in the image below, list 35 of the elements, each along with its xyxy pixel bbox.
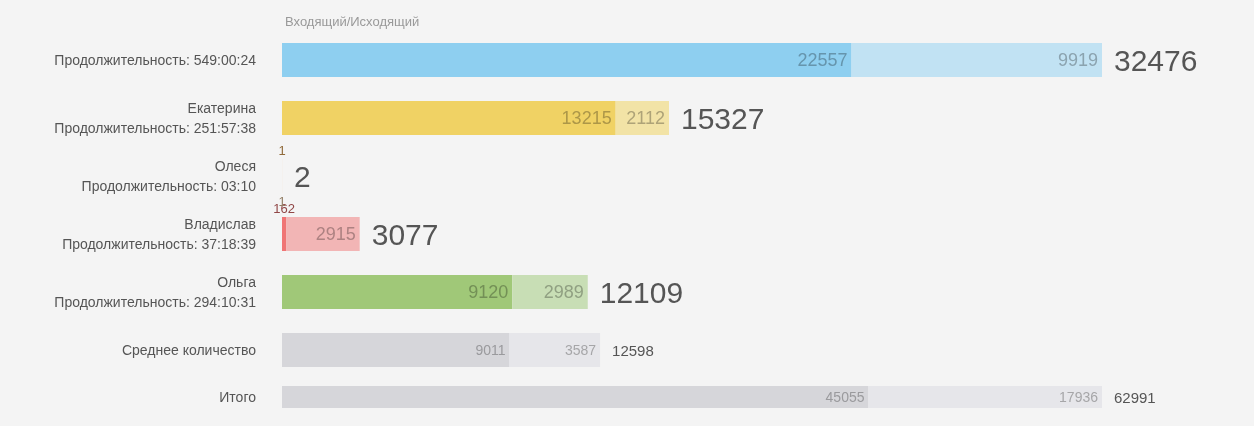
- data-label: 2112: [626, 108, 665, 128]
- total-label: 2: [294, 159, 311, 193]
- bar: [282, 333, 510, 367]
- total-label: 12598: [612, 341, 654, 359]
- total-label: 15327: [681, 101, 765, 135]
- bar: [282, 43, 852, 77]
- data-label: 22557: [797, 50, 848, 70]
- bar: [282, 101, 616, 135]
- data-label: 9120: [468, 282, 509, 302]
- y-tick-label: Владислав Продолжительность: 37:18:39: [62, 216, 257, 252]
- data-label: 2989: [543, 282, 584, 302]
- total-label: 3077: [371, 217, 439, 251]
- data-label: 13215: [561, 108, 612, 128]
- data-label: 9011: [475, 342, 506, 358]
- data-label: 2915: [315, 224, 356, 244]
- data-label: 1: [278, 143, 286, 158]
- data-label: 9919: [1057, 50, 1098, 70]
- bar: [851, 43, 1102, 77]
- data-label: 45055: [825, 389, 865, 405]
- y-tick-label: Итого: [219, 389, 257, 405]
- y-tick-label: Олеся Продолжительность: 03:10: [81, 158, 257, 194]
- y-tick-label: Ольга Продолжительность: 294:10:31: [54, 274, 257, 310]
- data-label: 17936: [1059, 389, 1099, 405]
- bar: [282, 275, 513, 309]
- y-tick-label: Продолжительность: 549:00:24: [54, 52, 257, 68]
- chart-title: Входящий/Исходящий: [285, 14, 420, 29]
- bar: [509, 333, 601, 367]
- bar: [282, 217, 287, 251]
- total-label: 62991: [1114, 388, 1156, 406]
- y-tick-label: Екатерина Продолжительность: 251:57:38: [54, 100, 257, 136]
- y-tick-label: Среднее количество: [121, 342, 257, 358]
- bar: [286, 217, 360, 251]
- data-label: 3587: [564, 342, 597, 358]
- total-label: 32476: [1114, 43, 1198, 77]
- total-label: 12109: [599, 275, 684, 309]
